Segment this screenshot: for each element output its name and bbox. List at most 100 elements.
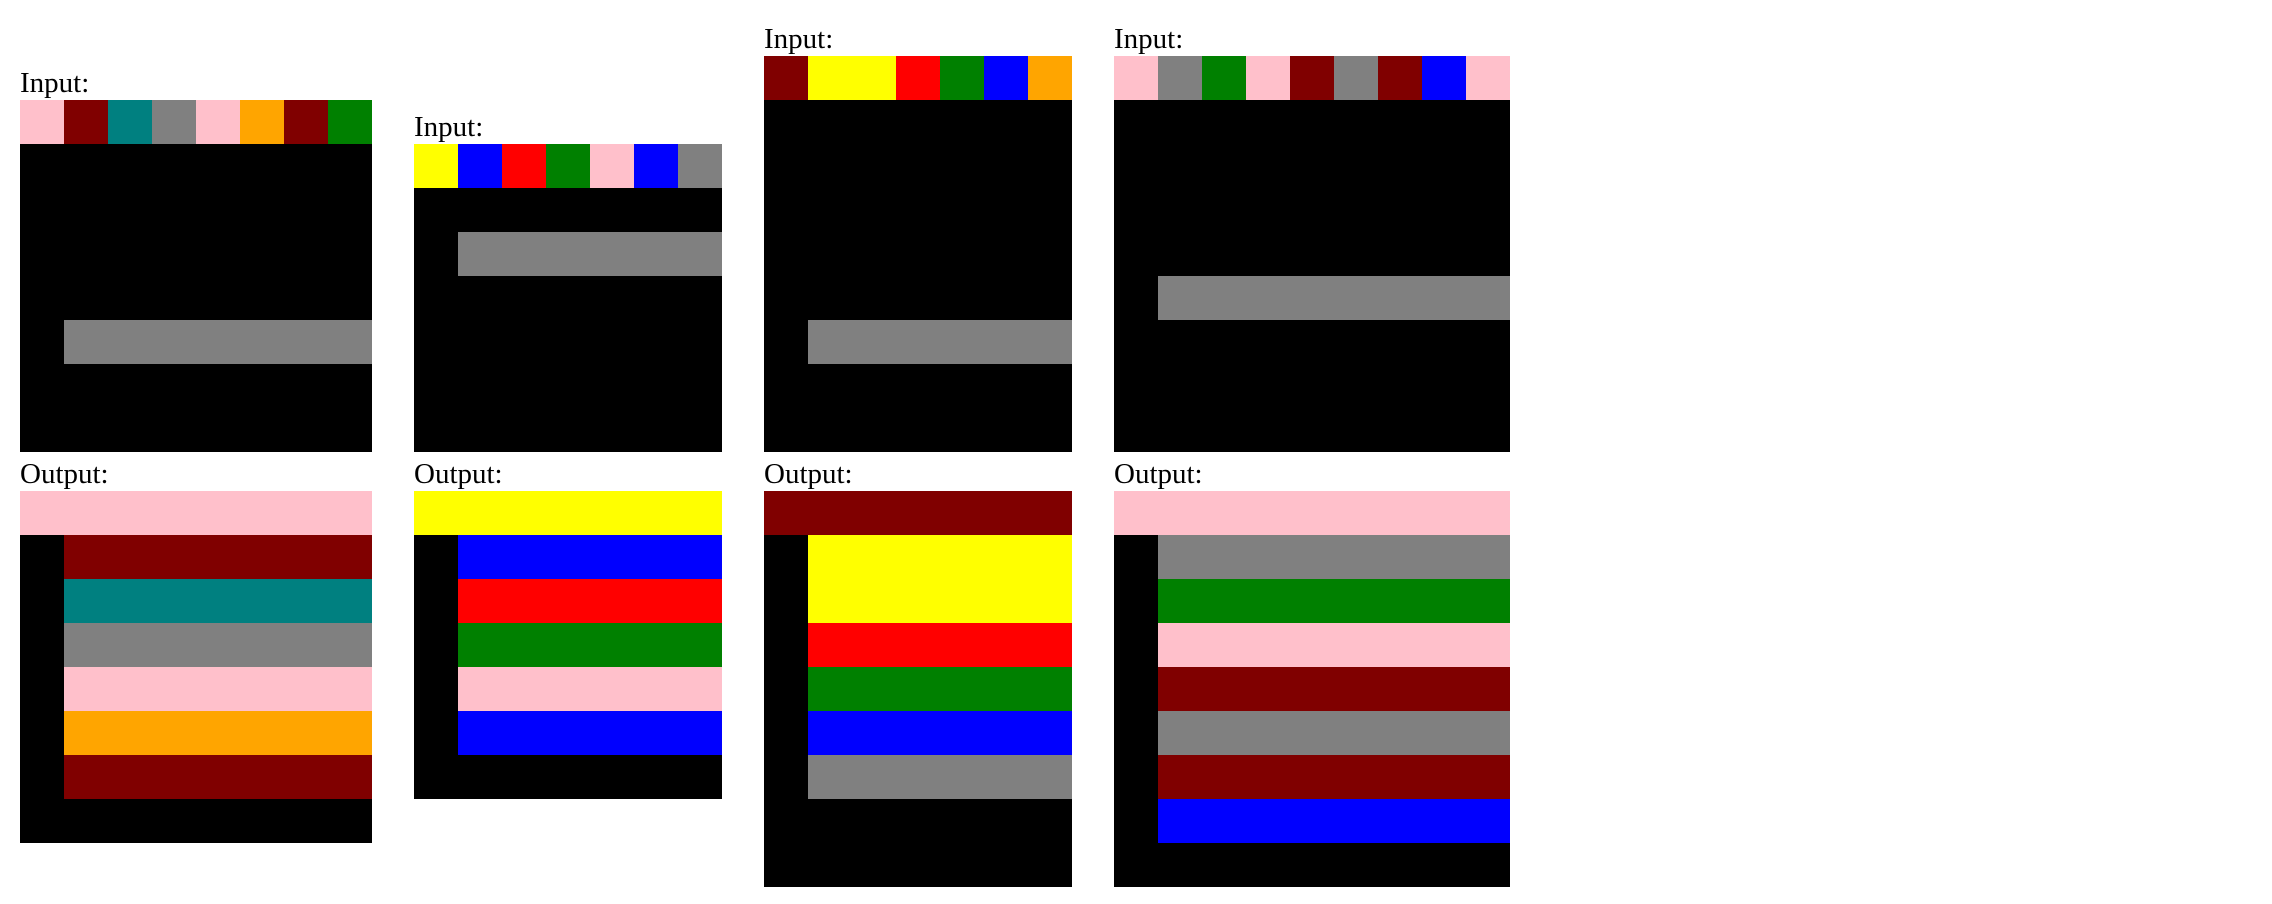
input-cell	[1028, 188, 1072, 232]
input-cell	[1378, 232, 1422, 276]
input-cell	[240, 364, 284, 408]
output-cell	[502, 491, 546, 535]
input-cell	[1158, 276, 1202, 320]
output-cell	[458, 491, 502, 535]
input-cell	[328, 144, 372, 188]
input-cell	[284, 276, 328, 320]
output-cell	[984, 623, 1028, 667]
input-cell	[152, 408, 196, 452]
output-cell	[328, 623, 372, 667]
output-cell	[64, 667, 108, 711]
output-cell	[1290, 799, 1334, 843]
output-cell	[196, 667, 240, 711]
input-cell	[1466, 100, 1510, 144]
output-cell	[546, 711, 590, 755]
input-cell	[64, 364, 108, 408]
output-cell	[808, 579, 852, 623]
output-cell	[20, 491, 64, 535]
output-cell	[764, 491, 808, 535]
input-cell	[940, 144, 984, 188]
input-cell	[634, 188, 678, 232]
output-cell	[108, 623, 152, 667]
output-cell	[240, 579, 284, 623]
output-cell	[1246, 667, 1290, 711]
input-cell	[984, 144, 1028, 188]
output-cell	[764, 755, 808, 799]
input-cell	[1378, 276, 1422, 320]
output-cell	[808, 491, 852, 535]
output-cell	[1290, 843, 1334, 887]
output-cell	[808, 623, 852, 667]
output-cell	[458, 623, 502, 667]
input-cell	[1290, 232, 1334, 276]
input-cell	[20, 188, 64, 232]
output-cell	[984, 755, 1028, 799]
input-cell	[64, 232, 108, 276]
output-cell	[1422, 535, 1466, 579]
output-cell	[852, 711, 896, 755]
input-cell	[764, 276, 808, 320]
input-cell	[284, 232, 328, 276]
input-cell	[940, 320, 984, 364]
output-cell	[1202, 711, 1246, 755]
input-cell	[546, 320, 590, 364]
output-cell	[896, 535, 940, 579]
output-cell	[1114, 667, 1158, 711]
input-cell	[20, 408, 64, 452]
output-cell	[196, 711, 240, 755]
input-cell	[590, 232, 634, 276]
output-cell	[458, 711, 502, 755]
input-cell	[1422, 364, 1466, 408]
output-cell	[896, 755, 940, 799]
output-label-1: Output:	[20, 458, 109, 490]
input-cell	[852, 144, 896, 188]
input-cell	[240, 408, 284, 452]
input-cell	[1334, 320, 1378, 364]
output-label-3: Output:	[764, 458, 853, 490]
output-cell	[284, 755, 328, 799]
input-cell	[64, 408, 108, 452]
output-cell	[940, 843, 984, 887]
output-cell	[1422, 799, 1466, 843]
input-cell	[896, 56, 940, 100]
input-cell	[852, 188, 896, 232]
input-cell	[1158, 408, 1202, 452]
input-cell	[896, 408, 940, 452]
output-cell	[546, 755, 590, 799]
input-cell	[634, 408, 678, 452]
output-cell	[1334, 667, 1378, 711]
input-cell	[1466, 276, 1510, 320]
output-cell	[764, 535, 808, 579]
input-cell	[196, 232, 240, 276]
input-cell	[940, 232, 984, 276]
input-cell	[1114, 364, 1158, 408]
output-cell	[414, 623, 458, 667]
input-cell	[1334, 364, 1378, 408]
input-cell	[808, 100, 852, 144]
output-cell	[590, 535, 634, 579]
input-cell	[458, 144, 502, 188]
input-cell	[20, 100, 64, 144]
input-cell	[896, 320, 940, 364]
output-cell	[1422, 579, 1466, 623]
output-cell	[1378, 755, 1422, 799]
output-cell	[940, 799, 984, 843]
input-cell	[1422, 276, 1466, 320]
output-cell	[984, 667, 1028, 711]
input-cell	[1246, 276, 1290, 320]
input-cell	[1422, 320, 1466, 364]
input-cell	[896, 276, 940, 320]
output-cell	[108, 667, 152, 711]
output-cell	[1158, 843, 1202, 887]
output-cell	[502, 535, 546, 579]
output-cell	[634, 711, 678, 755]
input-cell	[634, 144, 678, 188]
output-grid-3	[764, 491, 1072, 887]
input-label-2: Input:	[414, 111, 484, 143]
input-cell	[1202, 320, 1246, 364]
output-cell	[984, 843, 1028, 887]
input-label-4: Input:	[1114, 23, 1184, 55]
input-cell	[1246, 100, 1290, 144]
output-cell	[634, 623, 678, 667]
